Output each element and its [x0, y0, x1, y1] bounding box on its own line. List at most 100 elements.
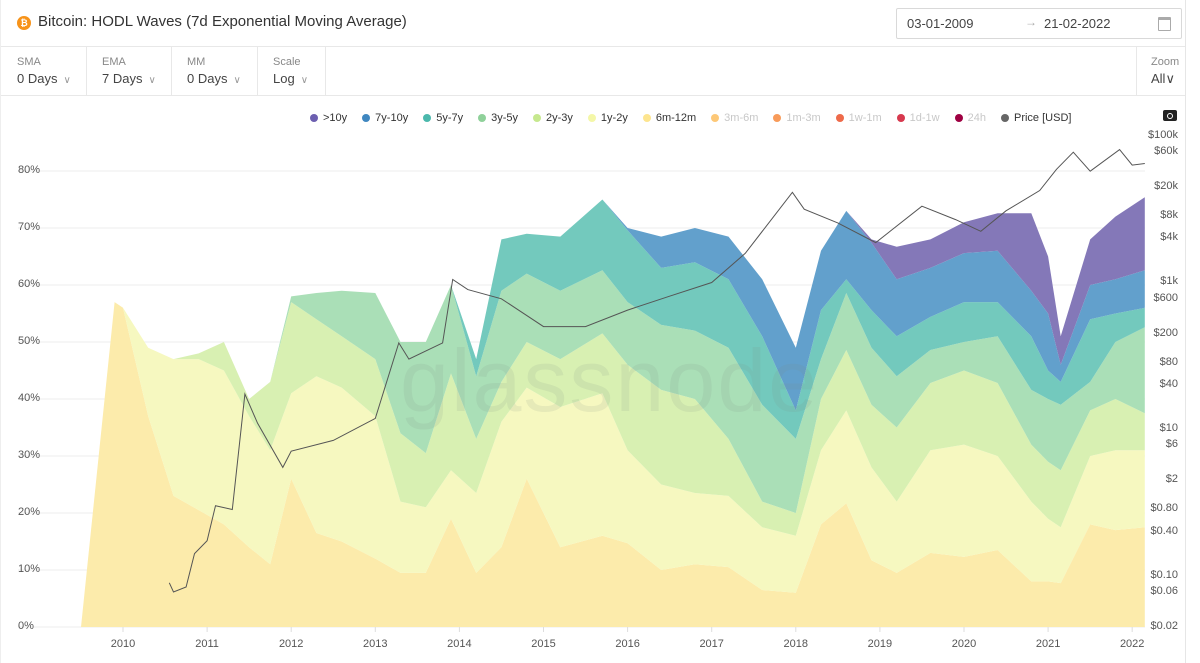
- y-axis-left-tick: 50%: [18, 335, 41, 347]
- area-band-3y-5y: [81, 270, 1145, 627]
- legend-dot-icon: [835, 114, 844, 122]
- ema-select[interactable]: EMA 7 Days ∨: [86, 47, 172, 95]
- legend-dot-icon: [310, 114, 318, 122]
- chart-legend: >10y 7y-10y 5y-7y 3y-5y 2y-3y 1y-2y 6m-12m 3m-6…: [310, 110, 1086, 126]
- legend-dot-icon: [711, 114, 720, 122]
- camera-icon[interactable]: [1163, 110, 1177, 121]
- legend-label: 24h: [967, 112, 986, 124]
- legend-item[interactable]: Price [USD]: [1000, 112, 1071, 124]
- bitcoin-icon: ₿: [17, 16, 31, 30]
- legend-label: 2y-3y: [546, 112, 573, 124]
- legend-item[interactable]: 24h: [954, 112, 986, 124]
- x-axis-tick: 2015: [531, 638, 556, 650]
- y-axis-right-tick: $4k: [1160, 231, 1178, 244]
- legend-item[interactable]: 1m-3m: [773, 112, 821, 124]
- sma-label: SMA: [17, 56, 41, 68]
- date-range-picker[interactable]: 03-01-2009 → 21-02-2022: [896, 8, 1182, 39]
- area-band-10y: [81, 197, 1145, 627]
- legend-item[interactable]: 1y-2y: [587, 112, 628, 124]
- legend-item[interactable]: 3y-5y: [478, 112, 518, 124]
- y-axis-right-tick: $0.02: [1150, 619, 1178, 632]
- y-axis-right-tick: $8k: [1160, 209, 1178, 222]
- legend-label: >10y: [323, 112, 348, 124]
- y-axis-right-tick: $600: [1153, 291, 1178, 304]
- y-axis-right-tick: $10: [1159, 422, 1178, 435]
- y-axis-right-tick: $200: [1153, 326, 1178, 339]
- x-axis-tick: 2021: [1035, 638, 1061, 650]
- y-axis-right-tick: $2: [1165, 473, 1178, 486]
- mm-value: 0 Days: [187, 71, 228, 86]
- x-axis-tick: 2019: [867, 638, 893, 650]
- chevron-down-icon: ∨: [148, 75, 156, 86]
- legend-label: 1y-2y: [600, 112, 628, 124]
- y-axis-right-tick: $40: [1159, 377, 1178, 390]
- chevron-down-icon: ∨: [233, 75, 241, 86]
- legend-dot-icon: [954, 114, 963, 122]
- x-axis-tick: 2010: [110, 638, 136, 650]
- x-axis-tick: 2022: [1119, 638, 1145, 650]
- chart-header: ₿ Bitcoin: HODL Waves (7d Exponential Mo…: [1, 0, 1185, 47]
- sma-select[interactable]: SMA 0 Days ∨: [1, 47, 87, 95]
- y-axis-left-tick: 0%: [18, 620, 34, 632]
- legend-item[interactable]: 6m-12m: [642, 112, 697, 124]
- watermark: glassnode: [400, 331, 820, 430]
- legend-item[interactable]: 1w-1m: [835, 112, 882, 124]
- scale-label: Scale: [273, 56, 301, 68]
- legend-dot-icon: [896, 114, 905, 122]
- area-band-6m-12m: [81, 302, 1145, 627]
- y-axis-left-tick: 40%: [18, 392, 41, 404]
- price-line: [168, 148, 1145, 593]
- x-axis-tick: 2016: [615, 638, 640, 650]
- y-axis-right-tick: $20k: [1154, 180, 1178, 193]
- legend-label: 3m-6m: [724, 112, 759, 124]
- scale-select[interactable]: Scale Log ∨: [257, 47, 326, 95]
- area-band-7y-10y: [81, 199, 1145, 627]
- y-axis-left-tick: 20%: [18, 506, 41, 518]
- legend-dot-icon: [478, 114, 487, 122]
- legend-label: 1d-1w: [909, 112, 940, 124]
- page-title: Bitcoin: HODL Waves (7d Exponential Movi…: [38, 13, 407, 30]
- date-from-input[interactable]: 03-01-2009: [907, 16, 974, 31]
- chevron-down-icon: ∨: [300, 75, 309, 86]
- legend-dot-icon: [1000, 114, 1009, 122]
- y-axis-left-tick: 60%: [18, 278, 41, 290]
- scale-value: Log: [273, 71, 295, 86]
- legend-item[interactable]: 2y-3y: [533, 112, 573, 124]
- calendar-icon[interactable]: [1158, 17, 1171, 31]
- legend-dot-icon: [533, 114, 542, 122]
- controls-bar: SMA 0 Days ∨ EMA 7 Days ∨ MM 0 Days ∨ Scale…: [1, 47, 1185, 96]
- y-axis-left-tick: 30%: [18, 449, 41, 461]
- zoom-select[interactable]: Zoom All∨: [1136, 47, 1186, 95]
- y-axis-right-tick: $0.40: [1150, 524, 1178, 537]
- y-axis-right-tick: $6: [1165, 438, 1178, 451]
- x-axis-tick: 2012: [278, 638, 304, 650]
- legend-item[interactable]: 3m-6m: [711, 112, 758, 124]
- zoom-label: Zoom: [1151, 56, 1180, 68]
- y-axis-right-tick: $1k: [1160, 275, 1178, 288]
- chevron-down-icon: ∨: [1165, 71, 1175, 86]
- ema-value: 7 Days: [102, 71, 143, 86]
- date-to-input[interactable]: 21-02-2022: [1044, 16, 1111, 31]
- x-axis-tick: 2013: [363, 638, 388, 650]
- legend-label: 1m-3m: [786, 112, 821, 124]
- legend-label: 6m-12m: [655, 112, 697, 124]
- area-band-2y-3y: [81, 302, 1145, 627]
- mm-label: MM: [187, 56, 206, 68]
- y-axis-right-tick: $0.06: [1150, 584, 1178, 597]
- sma-value: 0 Days: [17, 71, 58, 86]
- zoom-value: All: [1151, 71, 1166, 86]
- x-axis-tick: 2020: [951, 638, 977, 650]
- mm-select[interactable]: MM 0 Days ∨: [171, 47, 258, 95]
- legend-item[interactable]: 5y-7y: [423, 112, 463, 124]
- legend-label: 7y-10y: [375, 112, 409, 124]
- arrow-right-icon: →: [1025, 15, 1037, 29]
- legend-label: 5y-7y: [436, 112, 464, 124]
- legend-dot-icon: [423, 114, 432, 122]
- x-axis-tick: 2014: [447, 638, 472, 650]
- y-axis-right-tick: $0.80: [1150, 502, 1178, 515]
- x-axis-tick: 2017: [699, 638, 724, 650]
- legend-item[interactable]: >10y: [310, 112, 347, 124]
- legend-item[interactable]: 1d-1w: [896, 112, 940, 124]
- legend-item[interactable]: 7y-10y: [362, 112, 408, 124]
